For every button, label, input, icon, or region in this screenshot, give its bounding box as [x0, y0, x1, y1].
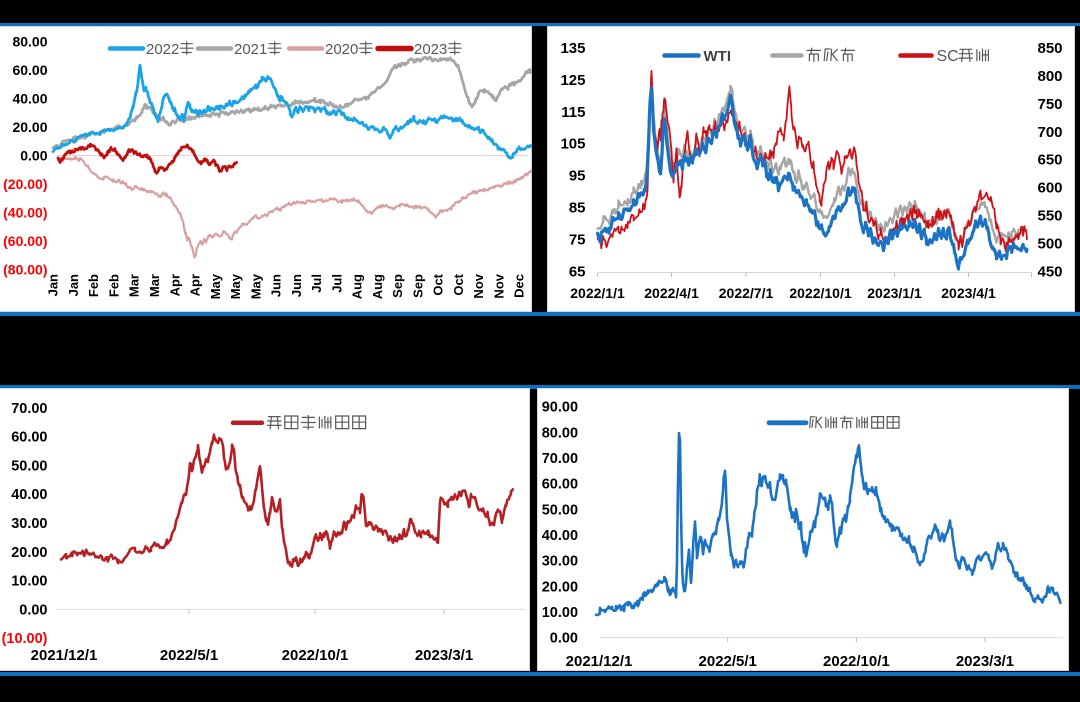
svg-text:2020: 2020: [325, 41, 358, 58]
svg-text:2023: 2023: [414, 41, 447, 58]
svg-text:2022/1/1: 2022/1/1: [570, 285, 625, 301]
svg-text:750: 750: [1037, 96, 1062, 113]
svg-text:2021: 2021: [234, 41, 267, 58]
svg-text:Oct: Oct: [451, 273, 466, 295]
svg-text:60.00: 60.00: [11, 430, 47, 446]
svg-text:60.00: 60.00: [542, 477, 578, 493]
svg-text:2022/5/1: 2022/5/1: [699, 653, 757, 670]
svg-text:2022/10/1: 2022/10/1: [282, 647, 349, 664]
svg-text:80.00: 80.00: [542, 426, 578, 442]
svg-text:135: 135: [560, 40, 585, 57]
svg-text:Jul: Jul: [329, 274, 344, 293]
svg-text:0.00: 0.00: [550, 631, 578, 647]
svg-text:50.00: 50.00: [542, 502, 578, 518]
svg-text:2023/1/1: 2023/1/1: [867, 285, 922, 301]
svg-text:Oct: Oct: [431, 273, 446, 295]
svg-text:2022: 2022: [146, 41, 179, 58]
svg-text:Apr: Apr: [167, 274, 182, 296]
svg-text:500: 500: [1037, 235, 1062, 252]
svg-text:2023/3/1: 2023/3/1: [956, 653, 1014, 670]
svg-text:600: 600: [1037, 179, 1062, 196]
svg-text:800: 800: [1037, 68, 1062, 85]
svg-text:WTI: WTI: [703, 48, 731, 65]
svg-text:Feb: Feb: [86, 273, 101, 296]
svg-text:2022/4/1: 2022/4/1: [644, 285, 699, 301]
svg-text:2022/5/1: 2022/5/1: [160, 647, 218, 664]
svg-text:40.00: 40.00: [12, 90, 47, 106]
svg-text:Mar: Mar: [147, 274, 162, 297]
svg-text:450: 450: [1037, 263, 1062, 280]
svg-text:2023/4/1: 2023/4/1: [941, 285, 996, 301]
svg-text:2021/12/1: 2021/12/1: [566, 653, 633, 670]
svg-text:Nov: Nov: [471, 273, 486, 298]
svg-text:Jun: Jun: [269, 273, 284, 296]
svg-text:Dec: Dec: [512, 274, 527, 298]
svg-text:(80.00): (80.00): [3, 261, 47, 277]
svg-text:650: 650: [1037, 151, 1062, 168]
svg-text:80.00: 80.00: [12, 33, 47, 49]
svg-text:Aug: Aug: [370, 273, 385, 298]
svg-text:65: 65: [568, 263, 585, 280]
svg-text:May: May: [248, 273, 263, 299]
svg-text:550: 550: [1037, 207, 1062, 224]
svg-text:Sep: Sep: [390, 273, 405, 297]
svg-text:60.00: 60.00: [12, 62, 47, 78]
svg-text:95: 95: [568, 167, 585, 184]
svg-text:Sep: Sep: [410, 273, 425, 297]
svg-text:May: May: [208, 273, 223, 299]
svg-text:20.00: 20.00: [12, 119, 47, 135]
svg-text:70.00: 70.00: [11, 401, 47, 417]
svg-text:40.00: 40.00: [11, 487, 47, 503]
svg-text:2021/12/1: 2021/12/1: [31, 647, 98, 664]
svg-text:Jan: Jan: [46, 273, 61, 295]
svg-text:(40.00): (40.00): [3, 204, 47, 220]
svg-text:50.00: 50.00: [11, 459, 47, 475]
svg-text:30.00: 30.00: [11, 516, 47, 532]
svg-text:70.00: 70.00: [542, 451, 578, 467]
svg-text:Aug: Aug: [350, 273, 365, 298]
svg-text:(10.00): (10.00): [2, 631, 48, 647]
svg-text:Mar: Mar: [127, 274, 142, 297]
svg-text:(60.00): (60.00): [3, 232, 47, 248]
svg-text:Nov: Nov: [491, 273, 506, 298]
svg-text:2022/10/1: 2022/10/1: [789, 285, 851, 301]
svg-text:10.00: 10.00: [542, 605, 578, 621]
svg-text:(20.00): (20.00): [3, 175, 47, 191]
svg-text:125: 125: [560, 71, 585, 88]
svg-text:85: 85: [568, 199, 585, 216]
svg-text:May: May: [228, 273, 243, 299]
svg-text:115: 115: [561, 103, 585, 120]
svg-text:850: 850: [1037, 40, 1062, 57]
svg-text:20.00: 20.00: [11, 545, 47, 561]
svg-text:700: 700: [1037, 123, 1062, 140]
svg-text:0.00: 0.00: [20, 147, 47, 163]
svg-text:90.00: 90.00: [542, 400, 578, 416]
svg-text:SC: SC: [936, 48, 958, 65]
svg-text:2022/10/1: 2022/10/1: [823, 653, 890, 670]
svg-text:2023/3/1: 2023/3/1: [415, 647, 473, 664]
svg-text:2022/7/1: 2022/7/1: [718, 285, 773, 301]
svg-text:0.00: 0.00: [19, 603, 47, 619]
svg-text:Jun: Jun: [289, 273, 304, 296]
svg-text:10.00: 10.00: [11, 574, 47, 590]
svg-text:40.00: 40.00: [542, 528, 578, 544]
svg-text:30.00: 30.00: [542, 554, 578, 570]
svg-text:Apr: Apr: [188, 274, 203, 296]
svg-text:Jul: Jul: [309, 274, 324, 293]
svg-text:Feb: Feb: [107, 273, 122, 296]
svg-text:75: 75: [568, 231, 585, 248]
svg-text:Jan: Jan: [66, 273, 81, 295]
svg-text:20.00: 20.00: [542, 579, 578, 595]
svg-text:105: 105: [560, 135, 585, 152]
